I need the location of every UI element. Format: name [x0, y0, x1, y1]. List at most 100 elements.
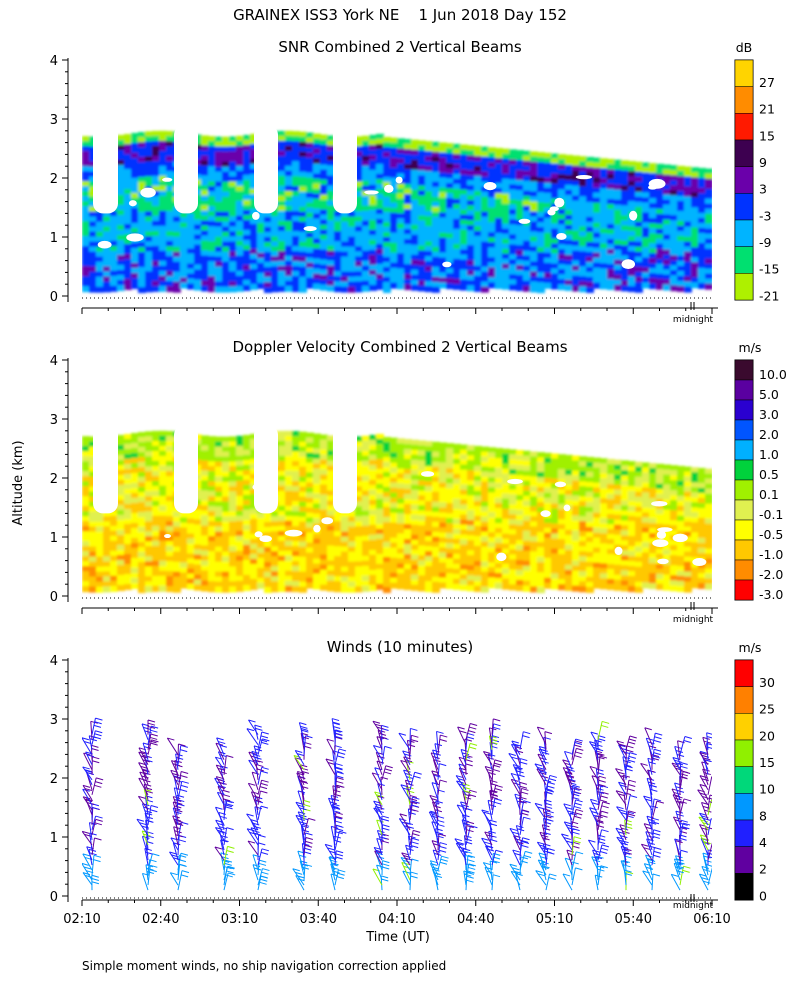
field-cell [145, 286, 153, 293]
field-cell [474, 185, 482, 192]
field-cell [551, 583, 559, 590]
field-cell [537, 497, 545, 504]
field-cell [593, 227, 601, 234]
field-cell [551, 188, 559, 195]
field-cell [523, 255, 531, 262]
field-cell [138, 182, 146, 189]
field-cell [299, 176, 307, 183]
field-cell [670, 220, 678, 227]
field-cell [117, 179, 125, 186]
field-cell [355, 236, 363, 243]
field-cell [229, 561, 237, 568]
field-cell [600, 278, 608, 285]
field-cell [313, 243, 321, 250]
field-cell [467, 200, 475, 207]
field-cell [425, 196, 433, 203]
field-cell [579, 481, 587, 488]
field-cell [320, 169, 328, 176]
field-cell [579, 256, 587, 263]
field-cell [530, 186, 538, 193]
field-cell [418, 560, 426, 567]
field-cell [159, 500, 167, 507]
field-cell [537, 247, 545, 254]
field-cell [411, 219, 419, 226]
field-cell [152, 445, 160, 452]
field-cell [390, 217, 398, 224]
field-cell [362, 505, 370, 512]
field-cell [117, 209, 125, 216]
field-cell [663, 239, 671, 246]
field-cell [404, 439, 412, 446]
field-cell [355, 436, 363, 443]
field-cell [509, 219, 517, 226]
field-cell [565, 169, 573, 176]
field-cell [243, 174, 251, 181]
field-cell [397, 478, 405, 485]
field-cell [292, 511, 300, 518]
field-cell [404, 484, 412, 491]
field-cell [551, 503, 559, 510]
field-cell [523, 185, 531, 192]
field-cell [131, 557, 139, 564]
field-cell [327, 255, 335, 262]
field-cell [537, 482, 545, 489]
field-cell [96, 256, 104, 263]
field-cell [411, 484, 419, 491]
field-cell [222, 196, 230, 203]
field-cell [460, 174, 468, 181]
field-cell [558, 579, 566, 586]
field-cell [502, 263, 510, 270]
field-cell [299, 551, 307, 558]
field-cell [159, 440, 167, 447]
field-cell [320, 134, 328, 141]
field-cell [159, 430, 167, 437]
field-cell [313, 553, 321, 560]
field-cell [243, 474, 251, 481]
field-cell [362, 490, 370, 497]
field-cell [677, 250, 685, 257]
field-cell [124, 188, 132, 195]
field-cell [565, 229, 573, 236]
field-cell [579, 511, 587, 518]
field-cell [96, 521, 104, 528]
field-cell [628, 236, 636, 243]
field-cell [327, 525, 335, 532]
field-cell [327, 465, 335, 472]
field-cell [628, 171, 636, 178]
field-cell [215, 201, 223, 208]
field-cell [173, 516, 181, 523]
field-cell [285, 180, 293, 187]
field-cell [131, 437, 139, 444]
field-cell [663, 214, 671, 221]
field-cell [131, 277, 139, 284]
field-cell [411, 284, 419, 291]
field-cell [285, 570, 293, 577]
field-cell [418, 150, 426, 157]
field-cell [236, 475, 244, 482]
field-cell [82, 246, 90, 253]
field-cell [565, 279, 573, 286]
field-cell [460, 549, 468, 556]
field-cell [558, 164, 566, 171]
field-cell [236, 445, 244, 452]
field-cell [82, 191, 90, 198]
field-cell [509, 514, 517, 521]
field-cell [82, 581, 90, 588]
field-cell [215, 261, 223, 268]
field-cell [278, 205, 286, 212]
field-cell [481, 451, 489, 458]
field-cell [166, 196, 174, 203]
field-cell [397, 488, 405, 495]
field-cell [313, 238, 321, 245]
field-cell [411, 489, 419, 496]
field-cell [607, 214, 615, 221]
field-cell [593, 577, 601, 584]
field-cell [229, 246, 237, 253]
field-cell [187, 258, 195, 265]
field-cell [523, 270, 531, 277]
field-cell [152, 210, 160, 217]
field-cell [369, 564, 377, 571]
field-cell [544, 182, 552, 189]
field-cell [453, 143, 461, 150]
